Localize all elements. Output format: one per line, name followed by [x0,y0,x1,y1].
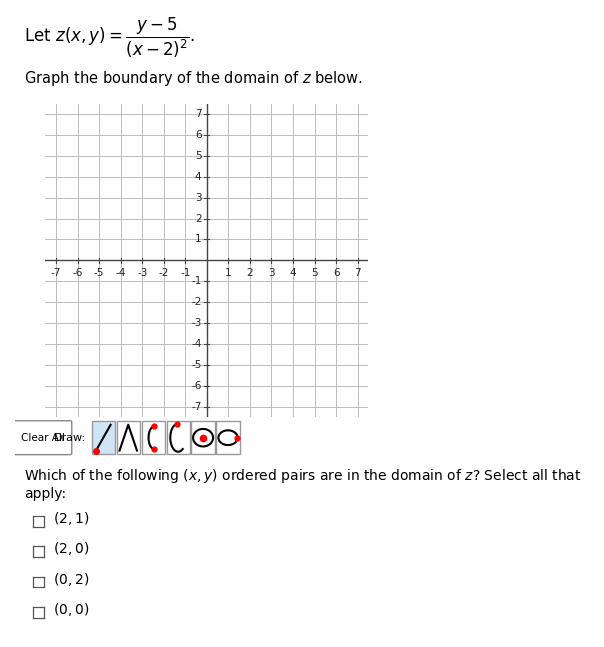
Text: 5: 5 [311,268,318,278]
FancyBboxPatch shape [14,421,72,455]
Text: -2: -2 [159,268,169,278]
Text: -6: -6 [191,381,202,391]
Text: 4: 4 [290,268,297,278]
Text: 4: 4 [195,171,202,182]
Text: -4: -4 [191,339,202,349]
Text: -5: -5 [94,268,104,278]
Text: -4: -4 [115,268,126,278]
Text: 7: 7 [355,268,361,278]
Text: $(0,2)$: $(0,2)$ [53,571,89,587]
Text: $(2,1)$: $(2,1)$ [53,510,89,527]
Text: Graph the boundary of the domain of $z$ below.: Graph the boundary of the domain of $z$ … [24,69,363,88]
Bar [141,421,165,454]
Text: -6: -6 [72,268,83,278]
Text: 6: 6 [333,268,339,278]
Text: 6: 6 [195,130,202,140]
Text: $(0,0)$: $(0,0)$ [53,601,89,618]
Text: Draw:: Draw: [54,433,86,443]
Bar [216,421,240,454]
Text: 1: 1 [195,234,202,245]
Bar [92,421,115,454]
Text: Which of the following $(x, y)$ ordered pairs are in the domain of $z$? Select a: Which of the following $(x, y)$ ordered … [24,467,582,501]
Text: -1: -1 [180,268,190,278]
Bar [117,421,140,454]
Bar [167,421,190,454]
Text: -3: -3 [191,318,202,328]
Text: 2: 2 [246,268,253,278]
Text: $(2,0)$: $(2,0)$ [53,540,89,557]
Text: 5: 5 [195,151,202,161]
Text: -2: -2 [191,297,202,307]
Text: 1: 1 [225,268,232,278]
Text: 3: 3 [268,268,275,278]
Text: -1: -1 [191,276,202,287]
Text: 7: 7 [195,109,202,119]
Text: Let $z(x, y) = \dfrac{y - 5}{(x - 2)^2}.$: Let $z(x, y) = \dfrac{y - 5}{(x - 2)^2}.… [24,16,195,60]
Text: -5: -5 [191,360,202,370]
Text: 3: 3 [195,193,202,203]
Text: 2: 2 [195,214,202,224]
Bar [191,421,214,454]
Text: -3: -3 [137,268,147,278]
Text: -7: -7 [51,268,61,278]
Text: Clear All: Clear All [21,433,65,443]
Text: -7: -7 [191,402,202,412]
